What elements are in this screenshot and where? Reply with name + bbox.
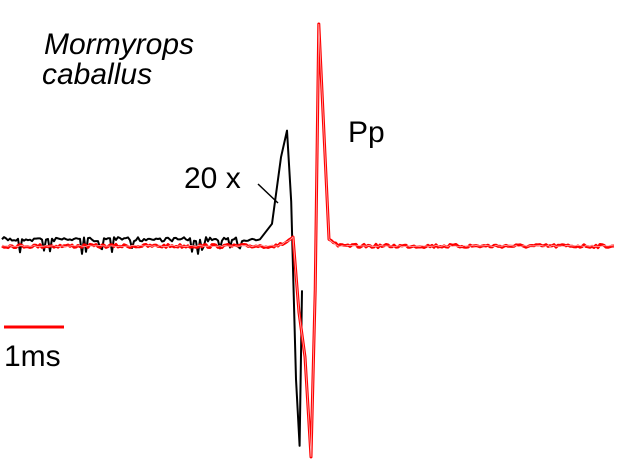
amplified-trace-group: [1, 129, 303, 447]
gain-pointer-line: [257, 183, 279, 204]
species-genus: Mormyrops: [44, 28, 195, 61]
waveform-label: Pp: [348, 116, 385, 149]
normal-trace-group: [1, 22, 615, 459]
series-line-20x: [1, 129, 303, 447]
series-line-pp-highlight: [1, 23, 615, 457]
gain-label: 20 x: [184, 162, 241, 195]
scale-bar-label: 1ms: [4, 340, 61, 373]
species-epithet: caballus: [42, 58, 153, 91]
species-name: Mormyrops caballus: [42, 28, 195, 91]
